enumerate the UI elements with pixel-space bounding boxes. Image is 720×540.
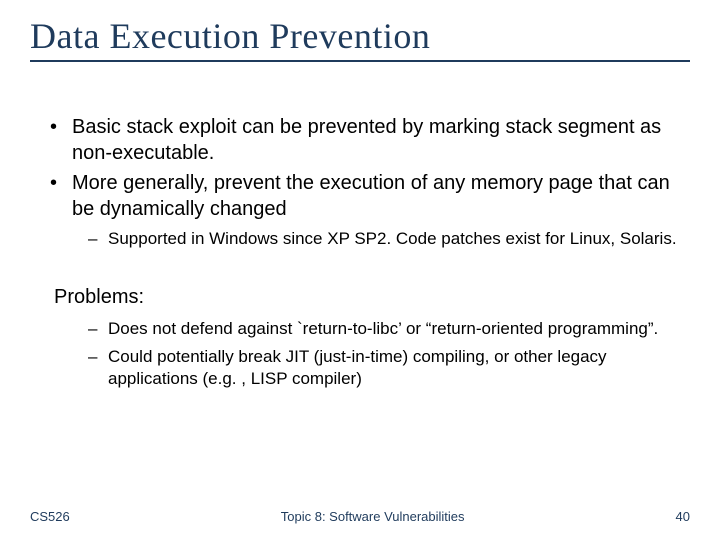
slide-footer: CS526 Topic 8: Software Vulnerabilities … [0,509,720,524]
bullet-text: More generally, prevent the execution of… [72,170,690,222]
bullet-item: • Basic stack exploit can be prevented b… [50,114,690,166]
problems-heading: Problems: [50,284,690,310]
footer-left: CS526 [30,509,70,524]
slide-content: • Basic stack exploit can be prevented b… [30,114,690,390]
bullet-marker: • [50,114,72,140]
slide: Data Execution Prevention • Basic stack … [0,0,720,540]
sub-bullet-marker: – [88,346,108,368]
sub-bullet-text: Could potentially break JIT (just-in-tim… [108,346,690,390]
sub-bullet-item: – Does not defend against `return-to-lib… [50,318,690,340]
footer-center: Topic 8: Software Vulnerabilities [70,509,676,524]
title-underline [30,60,690,62]
bullet-text: Basic stack exploit can be prevented by … [72,114,690,166]
sub-bullet-item: – Supported in Windows since XP SP2. Cod… [50,228,690,250]
footer-right: 40 [676,509,690,524]
slide-title: Data Execution Prevention [30,18,690,56]
sub-bullet-marker: – [88,228,108,250]
sub-bullet-item: – Could potentially break JIT (just-in-t… [50,346,690,390]
bullet-item: • More generally, prevent the execution … [50,170,690,222]
sub-bullet-text: Does not defend against `return-to-libc’… [108,318,658,340]
sub-bullet-marker: – [88,318,108,340]
sub-bullet-text: Supported in Windows since XP SP2. Code … [108,228,677,250]
bullet-marker: • [50,170,72,196]
